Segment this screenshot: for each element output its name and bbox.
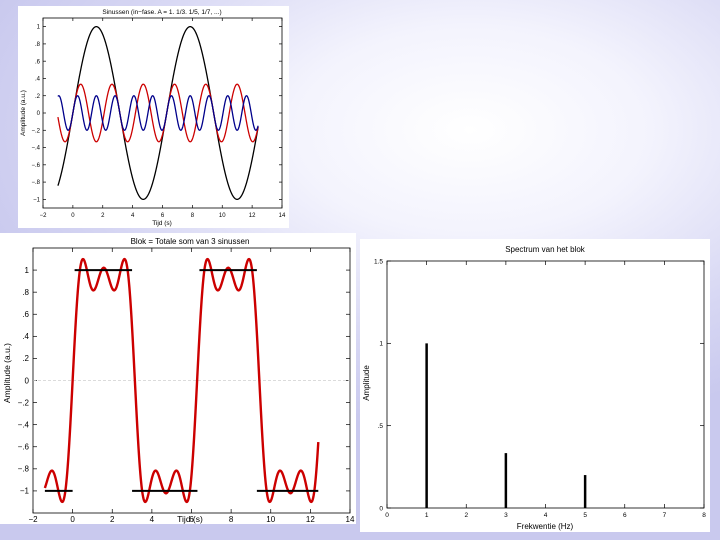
x-tick-label: 6 bbox=[623, 512, 627, 519]
x-tick-label: 12 bbox=[306, 515, 315, 524]
plot-frame bbox=[386, 260, 705, 509]
x-tick-label: 4 bbox=[131, 213, 135, 219]
square-wave-chart-panel: −2 0 2 4 6 8 10 12 14 −1 −.8 −.6 −.4 −.2 0 .2 .4 .6 .8 1 Blo… bbox=[0, 233, 356, 524]
x-axis-label: Tijd (s) bbox=[152, 220, 172, 227]
sinusoid-line bbox=[57, 25, 259, 201]
x-tick-label: 6 bbox=[161, 213, 165, 219]
x-tick-label: 12 bbox=[249, 213, 256, 219]
x-tick-label: 0 bbox=[70, 515, 75, 524]
x-tick-label: 14 bbox=[279, 213, 286, 219]
y-tick-label: .8 bbox=[22, 288, 29, 297]
y-tick-label: .8 bbox=[35, 42, 41, 48]
x-tick-label: 10 bbox=[266, 515, 275, 524]
y-tick-label: −.4 bbox=[31, 146, 40, 152]
x-tick-label: 2 bbox=[110, 515, 115, 524]
y-tick-label: 0 bbox=[25, 376, 30, 385]
y-tick-label: 1.5 bbox=[374, 258, 383, 265]
chart-title: Blok = Totale som van 3 sinussen bbox=[131, 237, 250, 246]
x-tick-label: −2 bbox=[28, 515, 38, 524]
y-tick-label: −.4 bbox=[18, 420, 30, 429]
y-tick-label: 1 bbox=[379, 341, 383, 348]
sum-wave-line bbox=[43, 257, 320, 504]
spectrum-chart: 0 1 2 3 4 5 6 7 8 0 .5 1 1.5 Spectrum van het blok Fre… bbox=[362, 245, 706, 531]
x-tick-label: 4 bbox=[150, 515, 155, 524]
x-tick-label: 7 bbox=[663, 512, 667, 519]
y-tick-label: −1 bbox=[20, 487, 30, 496]
y-tick-label: −1 bbox=[33, 197, 41, 203]
x-tick-label: −2 bbox=[40, 213, 48, 219]
sinusoids-chart-panel: −2 0 2 4 6 8 10 12 14 −1 −.8 −.6 −.4 −.2 0 .2 .4 .6 .8 1 Sin… bbox=[18, 6, 289, 228]
x-tick-label: 8 bbox=[702, 512, 706, 519]
x-tick-label: 8 bbox=[229, 515, 234, 524]
y-tick-label: 0 bbox=[37, 111, 41, 117]
y-tick-label: 1 bbox=[25, 266, 30, 275]
x-tick-label: 2 bbox=[464, 512, 468, 519]
plot-frame bbox=[42, 17, 283, 209]
y-tick-label: .5 bbox=[378, 423, 384, 430]
y-axis-label: Amplitude (a.u.) bbox=[2, 343, 12, 403]
y-axis-label: Amplitude bbox=[362, 365, 371, 401]
x-tick-label: 8 bbox=[191, 213, 195, 219]
y-tick-label: .4 bbox=[35, 77, 41, 83]
y-tick-label: .4 bbox=[22, 332, 29, 341]
y-tick-label: 0 bbox=[379, 505, 383, 512]
x-axis-label: Frekwentie (Hz) bbox=[517, 522, 574, 531]
y-tick-label: .2 bbox=[35, 94, 41, 100]
x-tick-label: 6 bbox=[189, 515, 194, 524]
x-tick-label: 3 bbox=[504, 512, 508, 519]
chart-title: Sinussen (in−fase. A = 1. 1/3. 1/5, 1/7,… bbox=[102, 9, 221, 16]
chart-title: Spectrum van het blok bbox=[505, 245, 586, 254]
y-tick-label: .6 bbox=[22, 310, 29, 319]
x-tick-label: 2 bbox=[101, 213, 105, 219]
x-tick-label: 0 bbox=[71, 213, 75, 219]
y-tick-label: −.8 bbox=[31, 180, 40, 186]
sinusoids-chart: −2 0 2 4 6 8 10 12 14 −1 −.8 −.6 −.4 −.2 0 .2 .4 .6 .8 1 Sin… bbox=[20, 9, 286, 227]
sinusoid-line bbox=[57, 95, 259, 131]
x-tick-label: 1 bbox=[425, 512, 429, 519]
y-tick-label: .6 bbox=[35, 59, 41, 65]
y-tick-label: −.2 bbox=[18, 398, 30, 407]
x-tick-label: 0 bbox=[385, 512, 389, 519]
x-axis-label: Tijd (s) bbox=[177, 514, 203, 524]
y-tick-label: −.2 bbox=[31, 128, 40, 134]
square-wave-chart: −2 0 2 4 6 8 10 12 14 −1 −.8 −.6 −.4 −.2 0 .2 .4 .6 .8 1 Blo… bbox=[2, 237, 355, 524]
x-tick-label: 5 bbox=[583, 512, 587, 519]
sinusoid-line bbox=[57, 83, 259, 143]
y-axis-label: Amplitude (a.u.) bbox=[20, 90, 27, 136]
y-tick-label: 1 bbox=[37, 25, 41, 31]
spectrum-chart-panel: 0 1 2 3 4 5 6 7 8 0 .5 1 1.5 Spectrum van het blok Fre… bbox=[360, 239, 710, 532]
x-tick-label: 4 bbox=[544, 512, 548, 519]
y-tick-label: −.6 bbox=[31, 163, 40, 169]
y-tick-label: −.8 bbox=[18, 465, 30, 474]
y-tick-label: .2 bbox=[22, 354, 29, 363]
y-tick-label: −.6 bbox=[18, 443, 30, 452]
x-tick-label: 14 bbox=[346, 515, 355, 524]
x-tick-label: 10 bbox=[219, 213, 226, 219]
